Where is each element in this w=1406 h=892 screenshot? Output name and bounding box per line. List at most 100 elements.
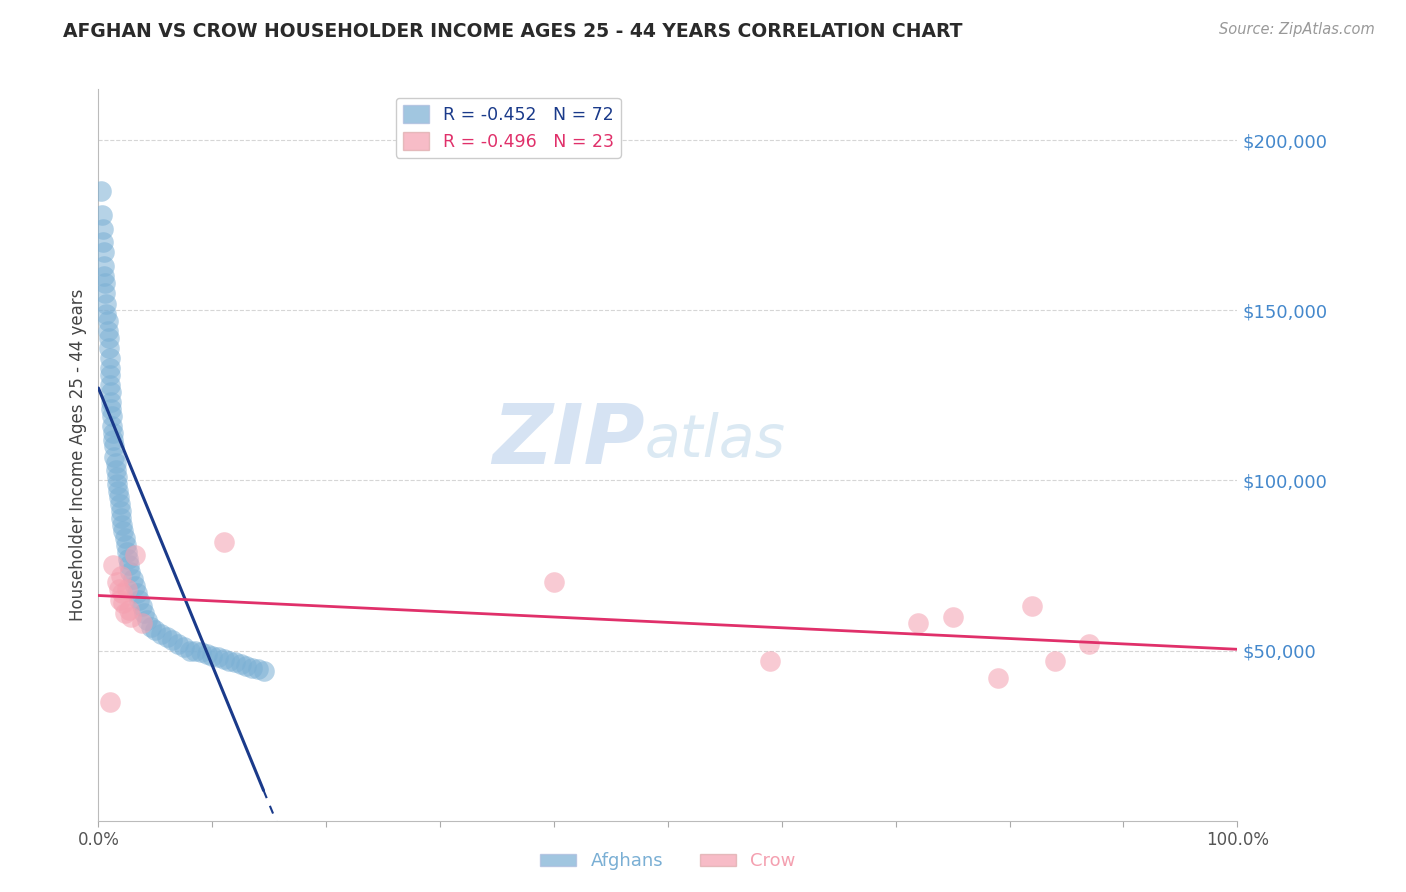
Point [124,549,146,563]
Point [108,582,131,597]
Point [150,626,173,640]
Point [235,658,257,673]
Point [111,585,134,599]
Point [98,351,121,365]
Point [224,656,246,670]
Point [101,409,124,423]
Point [907,616,929,631]
Point [93,245,115,260]
Point [114,606,136,620]
Point [105,575,128,590]
Point [90,208,112,222]
Point [136,613,159,627]
Point [98,695,121,709]
Point [115,545,138,559]
Point [124,579,146,593]
Point [112,596,135,610]
Point [118,558,141,573]
Point [1021,599,1043,614]
Point [104,463,127,477]
Point [108,592,131,607]
Point [162,633,184,648]
Point [212,652,235,666]
Point [240,660,263,674]
Point [131,599,153,614]
Point [93,269,115,284]
Point [98,361,121,376]
Point [98,378,121,392]
Point [103,425,125,440]
Point [91,221,114,235]
Point [120,566,142,580]
Point [128,592,150,607]
Point [139,620,162,634]
Point [111,517,134,532]
Point [103,558,125,573]
Point [105,476,128,491]
Point [201,648,224,663]
Point [218,654,240,668]
Point [121,572,143,586]
Point [104,457,127,471]
Point [108,497,131,511]
Point [145,623,167,637]
Point [759,654,782,668]
Point [229,657,252,672]
Point [110,504,132,518]
Point [252,664,274,678]
Point [97,330,120,344]
Point [103,433,125,447]
Point [94,286,117,301]
Point [112,524,135,539]
Point [103,439,125,453]
Y-axis label: Householder Income Ages 25 - 44 years: Householder Income Ages 25 - 44 years [69,289,87,621]
Point [91,235,114,250]
Point [96,324,118,338]
Text: AFGHAN VS CROW HOUSEHOLDER INCOME AGES 25 - 44 YEARS CORRELATION CHART: AFGHAN VS CROW HOUSEHOLDER INCOME AGES 2… [63,22,963,41]
Point [96,296,118,310]
Point [90,184,112,198]
Point [1043,654,1066,668]
Point [98,368,121,382]
Point [543,575,565,590]
Point [942,609,965,624]
Point [96,307,118,321]
Point [184,643,207,657]
Point [110,568,132,582]
Point [115,582,138,597]
Point [114,531,136,545]
Text: Source: ZipAtlas.com: Source: ZipAtlas.com [1219,22,1375,37]
Point [132,606,155,620]
Point [108,491,131,505]
Point [100,402,122,417]
Point [93,259,115,273]
Point [195,647,218,661]
Point [207,650,229,665]
Point [117,551,139,566]
Point [179,643,201,657]
Point [1078,637,1101,651]
Point [127,585,149,599]
Text: atlas: atlas [645,412,786,469]
Point [103,450,125,464]
Point [107,483,129,498]
Point [97,341,120,355]
Point [212,534,235,549]
Point [167,637,190,651]
Point [120,609,142,624]
Legend: Afghans, Crow: Afghans, Crow [533,845,803,878]
Point [96,313,118,327]
Point [131,616,153,631]
Point [173,640,195,654]
Point [100,384,122,399]
Point [94,276,117,290]
Point [110,511,132,525]
Point [987,671,1010,685]
Point [246,662,269,676]
Point [101,419,124,434]
Point [105,470,128,484]
Point [118,603,141,617]
Point [190,645,212,659]
Text: ZIP: ZIP [492,400,645,481]
Point [156,630,179,644]
